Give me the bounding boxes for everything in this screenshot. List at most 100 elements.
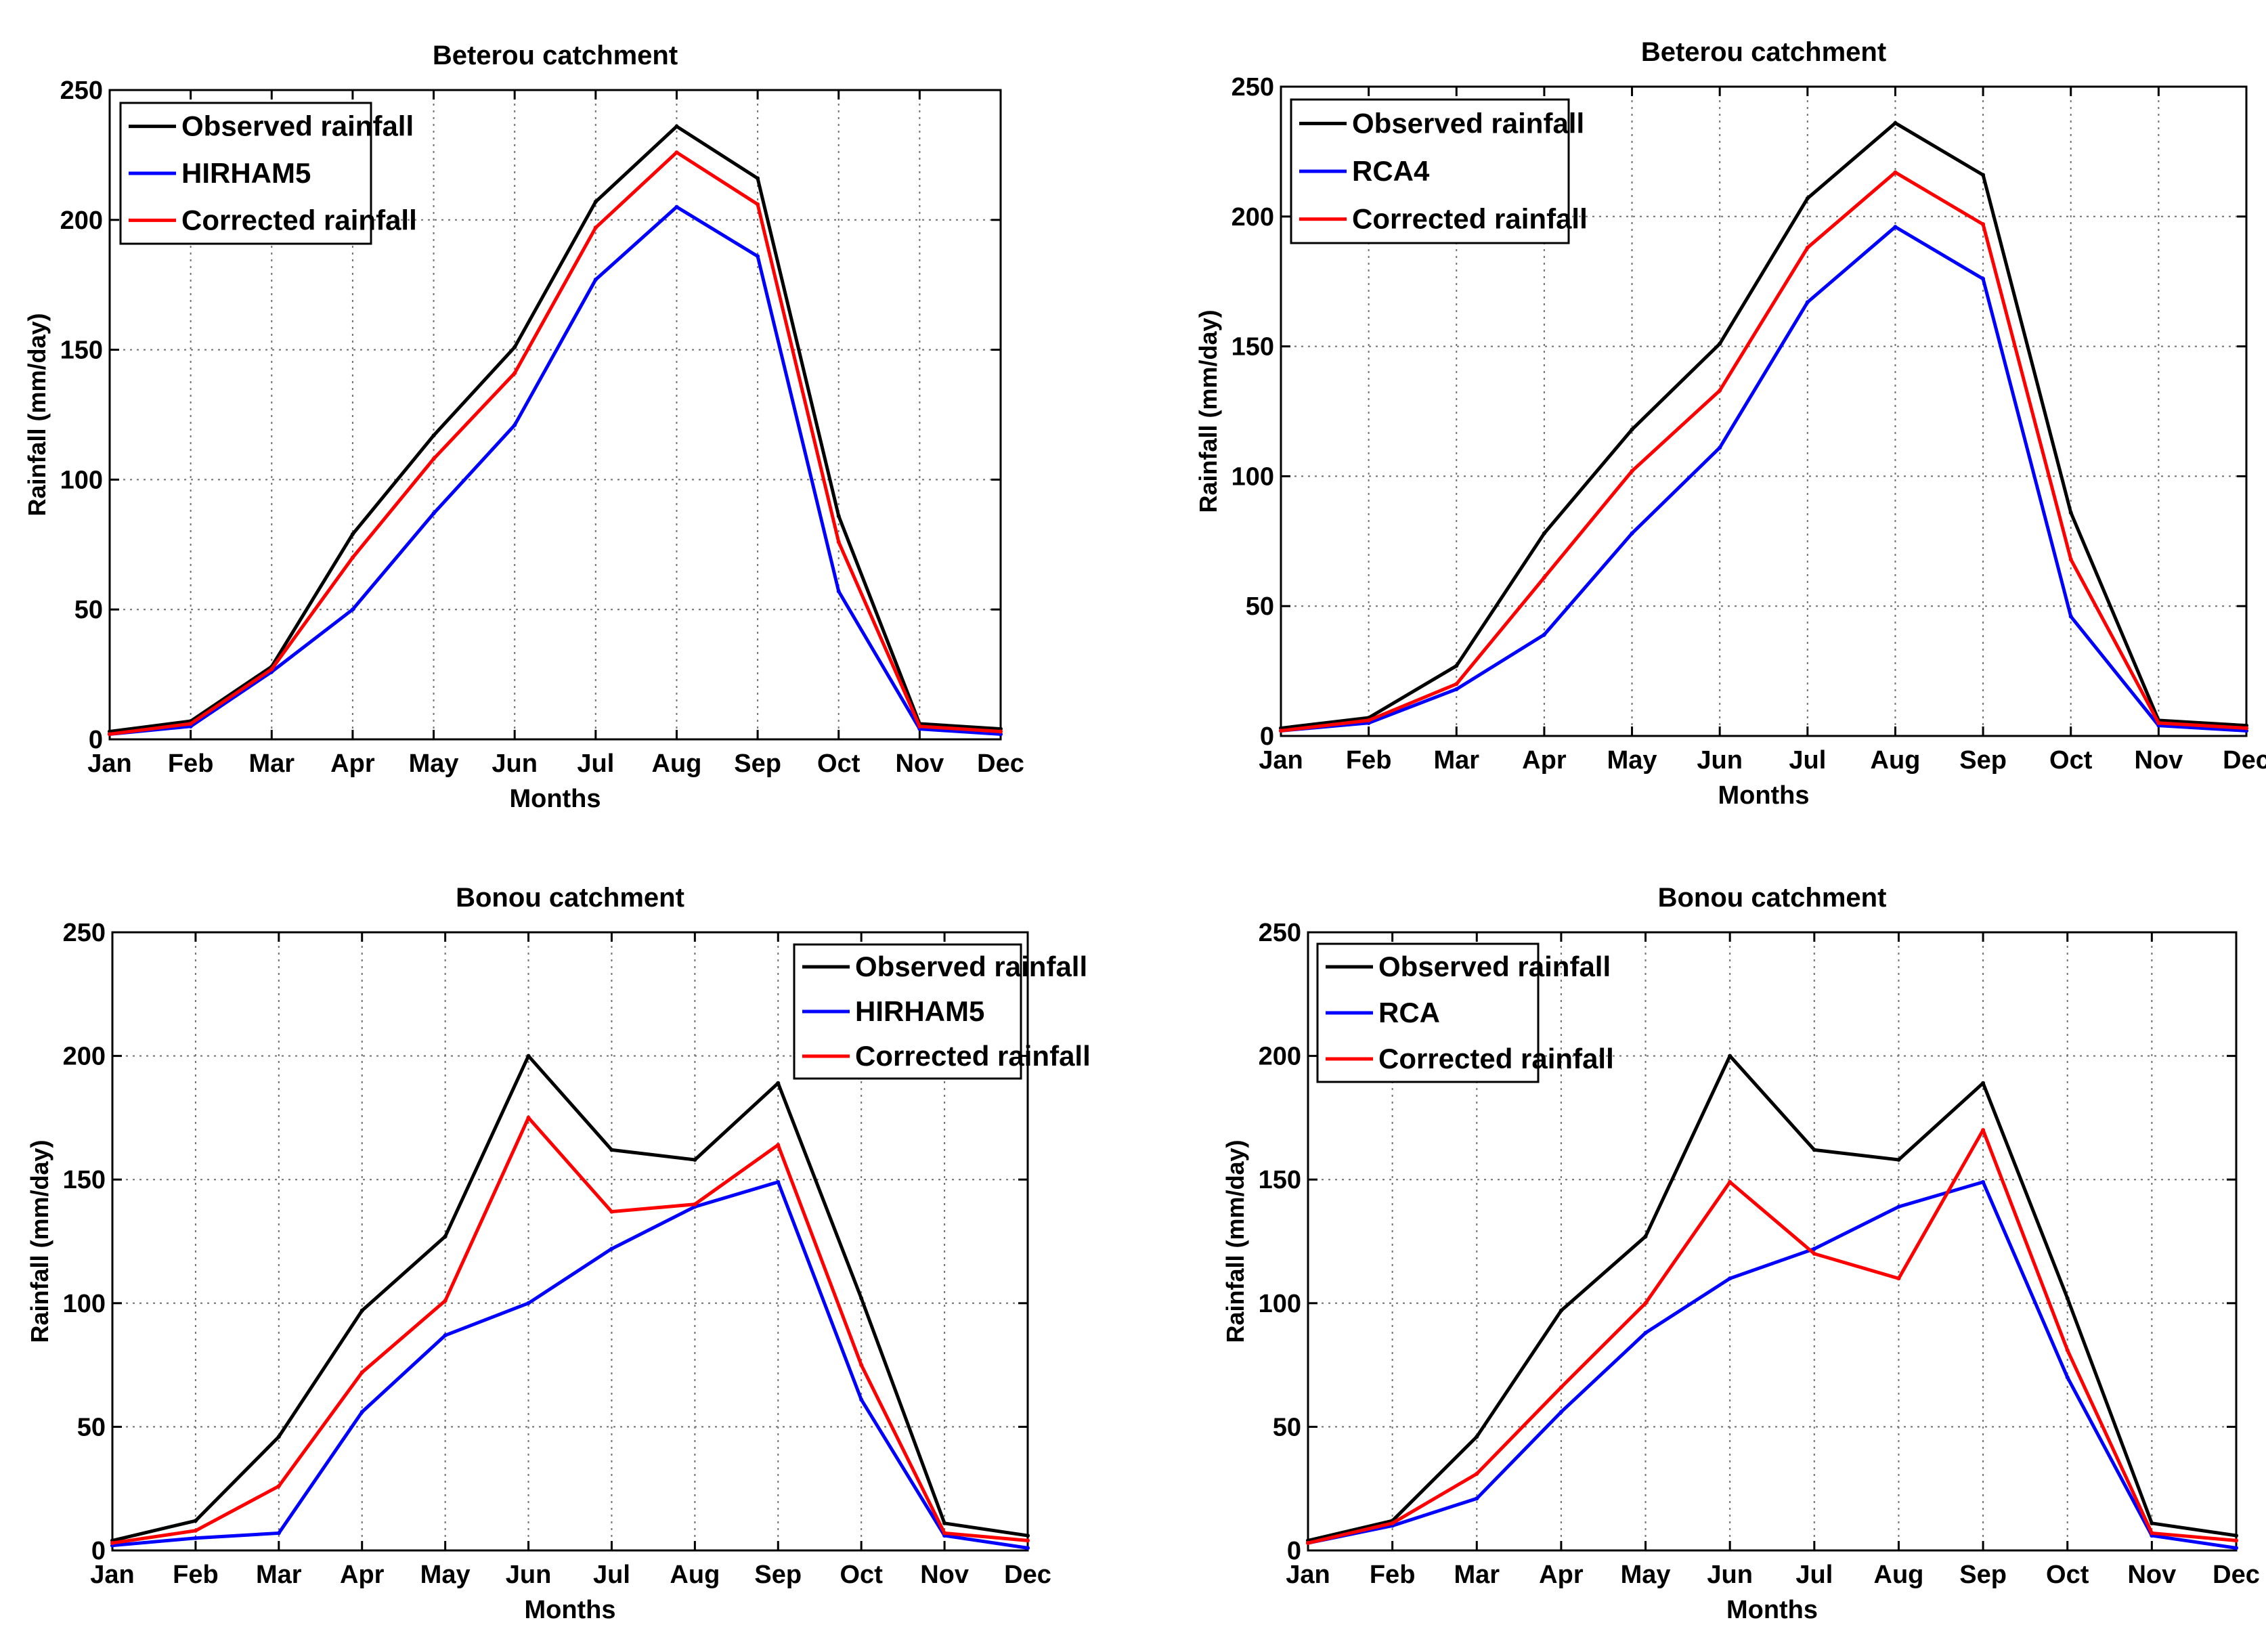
data-point (1981, 1179, 1986, 1184)
data-point (1981, 173, 1986, 177)
series-line-1 (109, 125, 1001, 733)
x-tick-label: Nov (920, 1561, 969, 1589)
x-tick-label: Dec (2213, 1561, 2260, 1589)
y-tick-label: 100 (60, 466, 103, 494)
series-line-3 (1307, 1128, 2237, 1545)
data-point (693, 1157, 697, 1162)
data-point (1805, 300, 1810, 305)
x-tick-label: Mar (248, 749, 295, 778)
data-point (1805, 196, 1810, 200)
y-tick-label: 0 (91, 1537, 106, 1565)
y-tick-label: 50 (1273, 1413, 1301, 1441)
data-point (1812, 1148, 1816, 1152)
data-point (1981, 1128, 1986, 1133)
data-point (443, 1234, 448, 1239)
legend-label: Observed rainfall (181, 110, 414, 142)
data-point (917, 724, 922, 729)
data-point (2150, 1531, 2154, 1536)
x-axis-label: Months (1718, 781, 1809, 810)
x-tick-label: Oct (2049, 746, 2093, 775)
data-point (674, 204, 679, 209)
y-tick-label: 150 (1232, 333, 1274, 362)
x-tick-label: Jan (1259, 746, 1303, 775)
legend-label: Observed rainfall (855, 951, 1087, 982)
data-point (513, 422, 517, 427)
data-point (1475, 1471, 1479, 1476)
data-point (276, 1531, 281, 1536)
data-point (1306, 1541, 1310, 1546)
x-tick-label: Aug (1874, 1561, 1924, 1589)
data-point (2150, 1521, 2154, 1525)
data-point (2068, 510, 2073, 515)
data-point (593, 225, 598, 230)
plot-area-frame (1307, 931, 2238, 1552)
data-point (1475, 1496, 1479, 1501)
data-point (359, 1308, 364, 1313)
x-tick-label: Apr (340, 1561, 385, 1589)
data-point (674, 124, 679, 129)
x-tick-label: Sep (1959, 746, 2007, 775)
y-tick-label: 250 (1259, 919, 1301, 947)
x-tick-label: Apr (330, 749, 375, 778)
data-point (1366, 718, 1371, 722)
data-point (431, 511, 436, 516)
data-point (526, 1115, 531, 1120)
data-point (2065, 1296, 2070, 1301)
data-point (1026, 1534, 1030, 1538)
data-point (756, 202, 760, 206)
x-tick-label: Jul (577, 749, 614, 778)
data-point (674, 150, 679, 155)
x-tick-label: Mar (1433, 746, 1479, 775)
legend: Observed rainfall RCA Corrected rainfall (1316, 942, 1614, 1083)
data-point (513, 371, 517, 376)
data-point (1643, 1234, 1648, 1239)
series-line-2 (109, 205, 1001, 736)
data-point (859, 1296, 864, 1301)
chart-title: Bonou catchment (1658, 883, 1887, 913)
x-tick-label: Mar (1454, 1561, 1500, 1589)
data-point (1390, 1521, 1395, 1525)
x-tick-label: Nov (2127, 1561, 2176, 1589)
x-tick-label: Oct (817, 749, 860, 778)
data-point (776, 1179, 781, 1184)
chart-panel-1: Jan Feb Mar Apr May Jun Jul Aug Sep Oct Nov Dec 0 50 1… (23, 41, 1024, 813)
data-point (1630, 427, 1634, 432)
x-tick-label: Feb (168, 749, 214, 778)
x-tick-label: Aug (670, 1561, 720, 1589)
legend-label: Observed rainfall (1378, 951, 1611, 982)
y-tick-label: 250 (60, 77, 103, 105)
legend: Observed rainfall HIRHAM5 Corrected rainfa… (793, 943, 1091, 1080)
data-point (2234, 1538, 2238, 1543)
data-point (1279, 729, 1283, 733)
data-point (2068, 557, 2073, 562)
data-point (193, 1536, 198, 1540)
series-line-1 (112, 1054, 1028, 1542)
plot-area-frame (1280, 85, 2248, 737)
data-point (1812, 1246, 1816, 1251)
data-point (836, 589, 841, 594)
x-tick-label: Apr (1539, 1561, 1584, 1589)
x-tick-label: Oct (2046, 1561, 2089, 1589)
data-point (1981, 222, 1986, 227)
x-tick-label: Nov (895, 749, 944, 778)
x-tick-label: Jun (506, 1561, 552, 1589)
chart-panel-3: Jan Feb Mar Apr May Jun Jul Aug Sep Oct Nov Dec 0 50 1… (26, 883, 1091, 1624)
data-point (1896, 1276, 1901, 1281)
data-point (108, 732, 112, 737)
data-point (1728, 1276, 1733, 1281)
data-point (269, 667, 274, 672)
data-point (942, 1531, 947, 1536)
y-tick-label: 250 (1232, 73, 1274, 102)
plot-area-frame (108, 89, 1002, 741)
data-point (756, 176, 760, 181)
x-tick-label: May (420, 1561, 471, 1589)
data-point (756, 254, 760, 259)
chart-title: Bonou catchment (456, 883, 684, 913)
y-tick-label: 100 (1232, 462, 1274, 491)
x-tick-label: Jan (87, 749, 131, 778)
data-point (431, 433, 436, 438)
data-point (1893, 225, 1898, 230)
series-line-2 (1307, 1180, 2237, 1550)
x-tick-label: Aug (652, 749, 702, 778)
